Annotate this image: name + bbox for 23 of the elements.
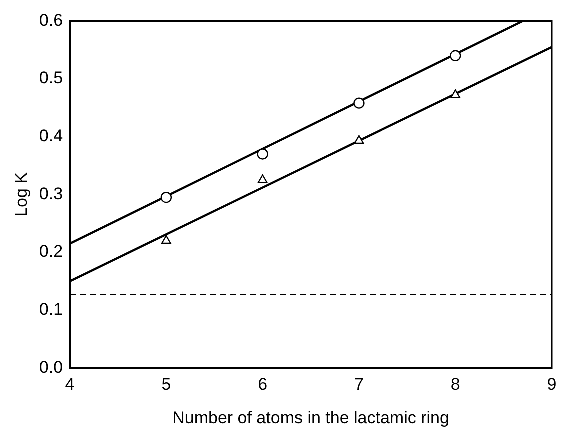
x-tick-label: 5 xyxy=(162,375,172,394)
y-tick-label: 0.0 xyxy=(39,358,64,377)
point xyxy=(354,135,364,144)
point xyxy=(258,174,268,184)
point xyxy=(354,98,365,109)
y-tick-label: 0.2 xyxy=(39,242,64,262)
point xyxy=(160,192,172,204)
x-tick-label: 8 xyxy=(450,375,460,394)
x-tick-label: 7 xyxy=(354,375,364,394)
x-tick-label: 4 xyxy=(65,375,75,394)
x-axis-title: Number of atoms in the lactamic ring xyxy=(172,408,450,428)
x-tick-label: 6 xyxy=(258,375,268,394)
point xyxy=(450,90,461,98)
x-tick-label: 9 xyxy=(547,375,557,394)
y-tick-label: 0.5 xyxy=(39,68,64,88)
point xyxy=(257,148,268,160)
y-axis-title: Log K xyxy=(12,172,31,217)
point xyxy=(161,235,172,244)
y-tick-label: 0.4 xyxy=(39,126,64,146)
y-tick-label: 0.6 xyxy=(39,10,64,30)
point xyxy=(450,50,462,62)
y-tick-label: 0.3 xyxy=(39,184,64,204)
y-tick-label: 0.1 xyxy=(39,300,64,320)
